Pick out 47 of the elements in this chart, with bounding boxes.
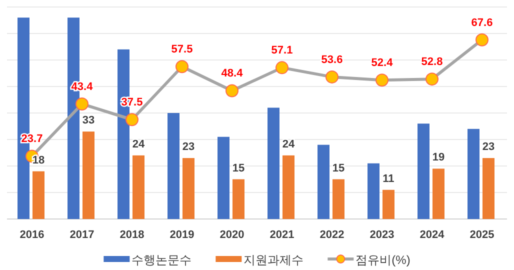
bar — [318, 144, 330, 219]
data-label: 33 — [82, 114, 95, 127]
x-tick-label: 2018 — [120, 229, 144, 241]
data-label: 23 — [482, 141, 495, 154]
bar — [182, 158, 194, 219]
bar — [418, 124, 430, 219]
bar — [432, 168, 444, 219]
bar — [382, 190, 394, 219]
data-label: 57.1 — [271, 44, 293, 57]
data-label: 67.6 — [471, 16, 493, 29]
x-tick-label: 2021 — [270, 229, 294, 241]
data-label: 53.6 — [321, 54, 343, 66]
data-label: 18 — [32, 154, 45, 166]
data-label: 11 — [382, 172, 394, 185]
bar — [482, 158, 494, 219]
x-tick-label: 2019 — [170, 229, 194, 241]
data-label: 24 — [132, 138, 146, 150]
x-tick-label: 2020 — [220, 229, 244, 241]
data-label: 57.5 — [171, 44, 193, 56]
data-label: 52.8 — [421, 56, 443, 68]
x-tick-label: 2016 — [20, 229, 44, 241]
bar — [468, 128, 480, 219]
legend-label: 점유비(%) — [356, 253, 410, 267]
x-tick-label: 2023 — [370, 229, 394, 241]
bar — [218, 136, 230, 219]
legend-label: 수행논문수 — [132, 253, 192, 267]
data-label: 48.4 — [221, 68, 244, 80]
data-label: 15 — [332, 162, 345, 174]
data-label: 15 — [232, 162, 245, 174]
x-tick-label: 2017 — [70, 229, 94, 241]
legend-label: 지원과제수 — [244, 253, 304, 267]
data-label: 23 — [182, 141, 195, 154]
bar — [332, 179, 344, 219]
bar — [132, 155, 144, 219]
x-tick-label: 2024 — [420, 229, 446, 241]
x-tick-label: 2025 — [470, 229, 494, 241]
bar — [368, 163, 380, 219]
bar — [32, 171, 44, 219]
x-tick-label: 2022 — [320, 229, 344, 241]
bar — [232, 179, 244, 219]
bar — [282, 155, 294, 219]
bar — [82, 132, 94, 219]
data-label: 19 — [432, 152, 445, 164]
data-label: 24 — [282, 138, 296, 150]
data-label: 52.4 — [371, 57, 394, 70]
bar — [268, 108, 280, 219]
bar — [168, 113, 180, 219]
